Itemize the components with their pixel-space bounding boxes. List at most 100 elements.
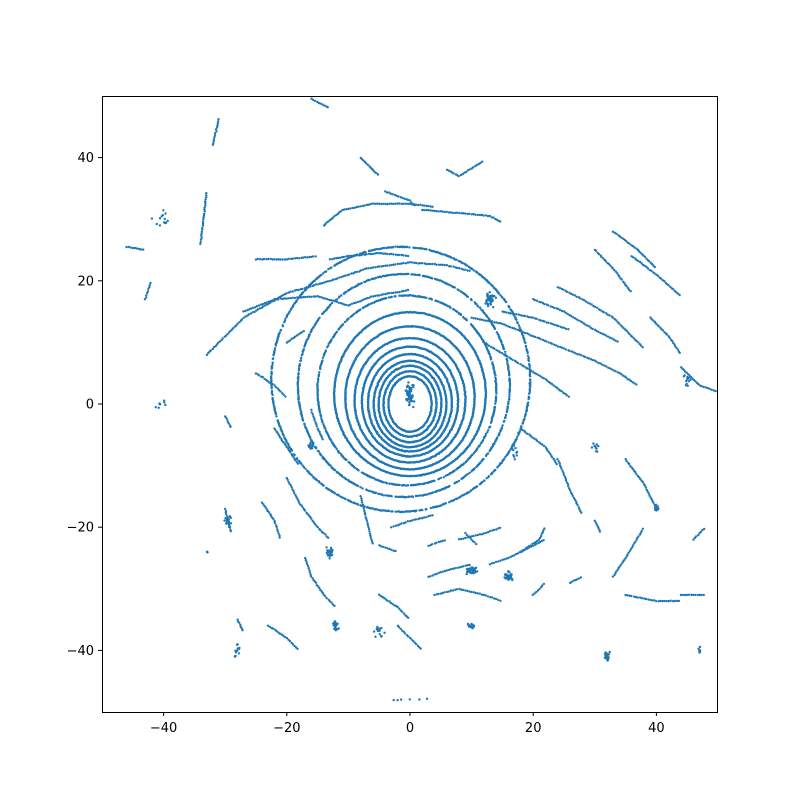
- data-point: [306, 295, 309, 298]
- data-point: [285, 292, 288, 295]
- data-point: [367, 249, 371, 253]
- data-point: [457, 259, 460, 263]
- data-point: [425, 507, 428, 511]
- data-point: [523, 314, 527, 318]
- data-point: [329, 299, 333, 302]
- data-point: [318, 371, 321, 374]
- data-point: [410, 261, 414, 264]
- data-point: [560, 309, 564, 313]
- data-point: [377, 294, 381, 297]
- data-point: [529, 379, 532, 382]
- data-point: [458, 211, 461, 215]
- data-point: [524, 331, 527, 335]
- data-point: [493, 347, 496, 350]
- data-point: [452, 265, 455, 268]
- data-point: [482, 319, 485, 322]
- data-point: [419, 482, 422, 486]
- data-point: [494, 395, 498, 398]
- data-point: [390, 495, 393, 498]
- data-point: [301, 256, 305, 259]
- data-point: [508, 385, 512, 388]
- data-point: [332, 278, 335, 281]
- data-point: [338, 256, 342, 259]
- data-point: [614, 370, 617, 373]
- data-point: [398, 483, 401, 487]
- data-point: [410, 273, 413, 276]
- data-point: [373, 294, 377, 298]
- data-point: [297, 398, 300, 401]
- data-point: [488, 425, 492, 428]
- data-point: [398, 202, 401, 205]
- data-point: [437, 210, 440, 213]
- data-point: [273, 297, 276, 301]
- data-point: [525, 367, 529, 370]
- data-point: [365, 489, 369, 492]
- data-point: [545, 340, 548, 343]
- data-point: [349, 207, 352, 210]
- data-point: [508, 387, 511, 390]
- data-point: [506, 405, 509, 408]
- data-point: [528, 387, 531, 390]
- data-point: [419, 494, 422, 497]
- data-point: [421, 508, 424, 512]
- data-point: [337, 328, 340, 331]
- data-point: [388, 202, 391, 205]
- data-point: [431, 262, 434, 266]
- data-point: [535, 317, 538, 320]
- data-point: [595, 360, 598, 363]
- data-point: [635, 383, 638, 386]
- data-point: [392, 253, 395, 256]
- data-point: [400, 262, 403, 265]
- data-point: [404, 254, 408, 257]
- data-point: [457, 479, 461, 483]
- data-point: [514, 328, 517, 331]
- data-point: [476, 485, 479, 488]
- data-point: [284, 317, 287, 320]
- data-point: [487, 475, 490, 478]
- data-point: [322, 354, 326, 357]
- data-point: [271, 357, 274, 361]
- data-point: [297, 288, 300, 292]
- data-point: [314, 447, 318, 450]
- data-point: [355, 254, 358, 257]
- data-point: [382, 481, 385, 484]
- data-point: [452, 307, 455, 311]
- data-point: [342, 292, 345, 295]
- data-point: [337, 301, 340, 304]
- data-point: [366, 163, 370, 166]
- data-point: [375, 202, 379, 205]
- data-point: [251, 306, 255, 309]
- data-point: [464, 268, 467, 271]
- data-point: [431, 205, 434, 208]
- data-point: [336, 277, 339, 280]
- data-point: [348, 273, 351, 276]
- data-point: [393, 295, 396, 298]
- data-point: [388, 482, 391, 486]
- data-point: [289, 296, 292, 300]
- data-point: [468, 269, 471, 272]
- data-point: [481, 160, 484, 163]
- data-point: [396, 245, 399, 248]
- data-point: [351, 254, 354, 258]
- data-point: [457, 267, 461, 270]
- data-point: [418, 262, 422, 265]
- data-point: [486, 452, 490, 455]
- data-point: [365, 253, 368, 256]
- data-point: [304, 467, 307, 470]
- data-point: [431, 491, 435, 494]
- data-point: [327, 342, 330, 345]
- data-point: [487, 429, 490, 432]
- data-point: [423, 208, 426, 212]
- data-point: [321, 356, 325, 359]
- data-point: [500, 426, 504, 429]
- data-point: [306, 256, 309, 259]
- data-point: [310, 474, 313, 477]
- data-point: [346, 254, 350, 258]
- data-point: [455, 211, 459, 214]
- data-point: [372, 252, 375, 256]
- data-point: [303, 345, 306, 348]
- data-point: [382, 293, 385, 296]
- data-point: [321, 272, 325, 275]
- data-point: [428, 248, 431, 251]
